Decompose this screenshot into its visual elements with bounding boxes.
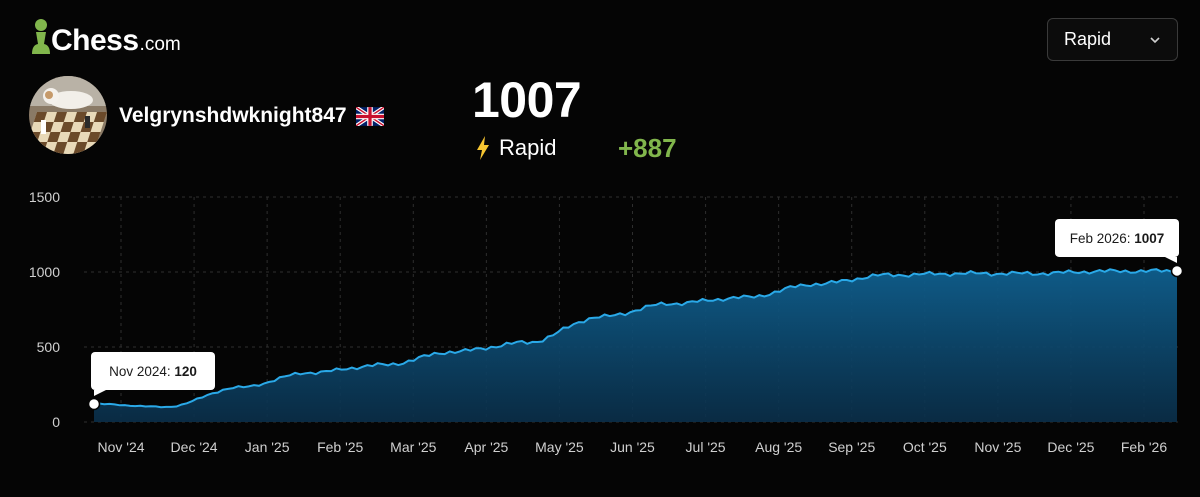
tooltip-pointer — [1165, 256, 1177, 263]
x-tick-label: Oct '25 — [903, 439, 947, 455]
tooltip-label: Feb 2026: 1007 — [1070, 231, 1165, 246]
mode-select[interactable]: Rapid — [1047, 18, 1178, 61]
x-tick-label: Sep '25 — [828, 439, 875, 455]
x-tick-label: Jun '25 — [610, 439, 655, 455]
x-tick-label: Feb '26 — [1121, 439, 1167, 455]
tooltip: Feb 2026: 1007 — [1055, 218, 1179, 263]
mode-label-row: Rapid — [476, 135, 556, 161]
current-rating: 1007 — [472, 72, 582, 128]
rating-area — [94, 269, 1177, 422]
chevron-down-icon — [1150, 36, 1160, 43]
tooltip-value: 120 — [174, 364, 197, 379]
logo-wordmark: Chess — [51, 24, 139, 57]
x-tick-label: Dec '24 — [171, 439, 218, 455]
y-tick-label: 0 — [52, 414, 60, 430]
y-tick-label: 1500 — [29, 189, 60, 205]
tooltip: Nov 2024: 120 — [91, 352, 215, 396]
x-tick-label: Mar '25 — [390, 439, 436, 455]
chess-com-logo[interactable]: Chess .com — [30, 18, 181, 56]
tooltip-date: Nov 2024: — [109, 364, 174, 379]
pawn-logo-icon — [32, 19, 50, 54]
x-tick-label: Aug '25 — [755, 439, 802, 455]
x-tick-label: Jan '25 — [245, 439, 290, 455]
tooltip-date: Feb 2026: — [1070, 231, 1135, 246]
tooltip-value: 1007 — [1134, 231, 1164, 246]
rating-change: +887 — [618, 133, 677, 163]
username[interactable]: Velgrynshdwknight847 — [119, 104, 347, 127]
x-tick-label: Feb '25 — [317, 439, 363, 455]
rating-line — [93, 268, 1178, 409]
mode-select-value: Rapid — [1064, 29, 1112, 49]
y-tick-label: 1000 — [29, 264, 60, 280]
x-tick-label: Dec '25 — [1047, 439, 1094, 455]
x-tick-label: Nov '24 — [97, 439, 144, 455]
data-point-marker — [1170, 264, 1184, 278]
x-tick-label: Apr '25 — [464, 439, 508, 455]
logo-domain: .com — [139, 34, 181, 55]
tooltip-label: Nov 2024: 120 — [109, 364, 197, 379]
x-tick-label: Jul '25 — [686, 439, 726, 455]
mode-label: Rapid — [499, 135, 557, 160]
data-point-marker — [87, 397, 101, 411]
y-tick-label: 500 — [37, 339, 61, 355]
tooltip-pointer — [94, 390, 106, 396]
tooltip-box — [1055, 218, 1179, 257]
x-tick-label: Nov '25 — [974, 439, 1021, 455]
tooltip-box — [91, 352, 215, 390]
lightning-bolt-icon — [477, 136, 489, 160]
player-name-row: Velgrynshdwknight847 — [119, 104, 384, 128]
uk-flag-icon — [355, 106, 384, 126]
x-tick-label: May '25 — [535, 439, 584, 455]
